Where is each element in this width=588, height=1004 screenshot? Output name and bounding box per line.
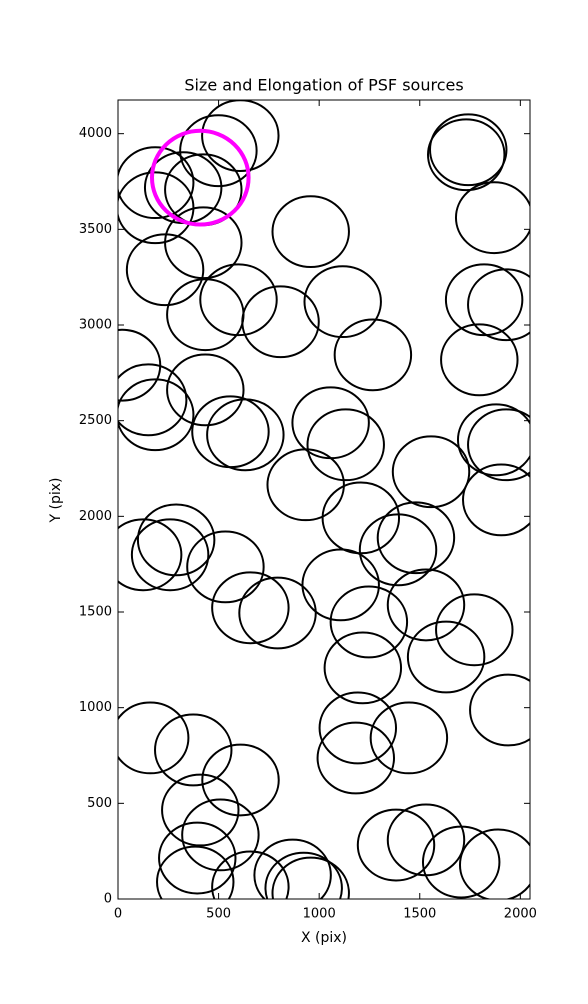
psf-ellipse — [427, 118, 506, 192]
psf-ellipse — [264, 851, 343, 899]
x-tick-label: 1000 — [303, 907, 336, 922]
psf-ellipse — [386, 568, 466, 642]
psf-ellipse — [462, 463, 530, 537]
psf-ellipse — [253, 838, 332, 899]
psf-ellipse — [429, 113, 508, 187]
y-tick-label: 1500 — [79, 605, 112, 620]
psf-ellipse — [440, 323, 519, 397]
psf-ellipse — [156, 845, 235, 899]
psf-ellipse — [369, 701, 449, 775]
x-axis-label: X (pix) — [301, 930, 347, 946]
psf-ellipse — [154, 713, 233, 787]
psf-ellipse — [435, 593, 514, 667]
psf-ellipse — [125, 233, 205, 307]
psf-ellipse — [136, 503, 216, 577]
psf-ellipse — [211, 850, 290, 899]
psf-ellipse — [149, 128, 251, 227]
psf-ellipse — [391, 435, 471, 509]
psf-ellipse — [467, 408, 530, 482]
psf-ellipse — [166, 353, 245, 427]
psf-ellipse — [158, 821, 237, 895]
psf-ellipse — [316, 721, 396, 795]
psf-ellipse — [181, 798, 260, 872]
psf-ellipse — [130, 518, 210, 592]
psf-ellipse — [179, 114, 258, 188]
psf-ellipse — [211, 571, 290, 645]
psf-ellipse — [444, 263, 524, 337]
psf-ellipse — [201, 743, 280, 817]
psf-ellipse — [356, 808, 436, 882]
x-tick-label: 500 — [206, 907, 231, 922]
psf-ellipse — [118, 378, 195, 452]
psf-ellipse — [306, 408, 385, 482]
y-tick-label: 2500 — [79, 413, 112, 428]
psf-ellipse — [469, 673, 530, 747]
y-tick-label: 4000 — [79, 126, 112, 141]
psf-ellipse — [186, 530, 265, 604]
psf-ellipse — [271, 195, 350, 269]
psf-ellipse — [333, 318, 413, 392]
psf-ellipse — [199, 263, 278, 337]
psf-ellipse — [118, 363, 188, 437]
x-tick-label: 1500 — [403, 907, 436, 922]
chart-title: Size and Elongation of PSF sources — [184, 76, 463, 95]
psf-ellipse — [301, 548, 380, 622]
psf-ellipse — [358, 513, 438, 587]
y-tick-label: 3000 — [79, 318, 112, 333]
psf-ellipse — [118, 146, 195, 220]
axes-frame — [117, 99, 531, 900]
psf-ellipse — [118, 701, 190, 775]
psf-ellipse — [467, 268, 530, 342]
y-tick-label: 500 — [87, 796, 112, 811]
y-tick-label: 2000 — [79, 509, 112, 524]
y-axis-label: Y (pix) — [48, 478, 64, 524]
psf-ellipse — [271, 856, 350, 899]
plot-area — [118, 100, 530, 899]
psf-ellipse — [318, 691, 398, 765]
psf-ellipse — [118, 518, 183, 592]
psf-ellipse — [323, 631, 403, 705]
psf-ellipse — [266, 448, 345, 522]
psf-ellipse — [241, 285, 320, 359]
psf-ellipse — [421, 825, 501, 899]
y-tick-label: 1000 — [79, 700, 112, 715]
psf-ellipse — [206, 398, 285, 472]
x-tick-label: 0 — [114, 907, 122, 922]
psf-ellipse — [303, 265, 382, 339]
psf-ellipse — [238, 576, 317, 650]
psf-ellipse — [376, 501, 456, 575]
psf-ellipse — [456, 403, 530, 477]
psf-ellipse — [161, 773, 240, 847]
psf-ellipse — [454, 181, 530, 255]
psf-ellipse — [459, 828, 530, 899]
x-tick-label: 2000 — [504, 907, 537, 922]
psf-ellipse — [406, 620, 486, 694]
y-tick-label: 3500 — [79, 222, 112, 237]
psf-ellipse — [329, 585, 409, 659]
y-tick-label: 0 — [104, 892, 112, 907]
